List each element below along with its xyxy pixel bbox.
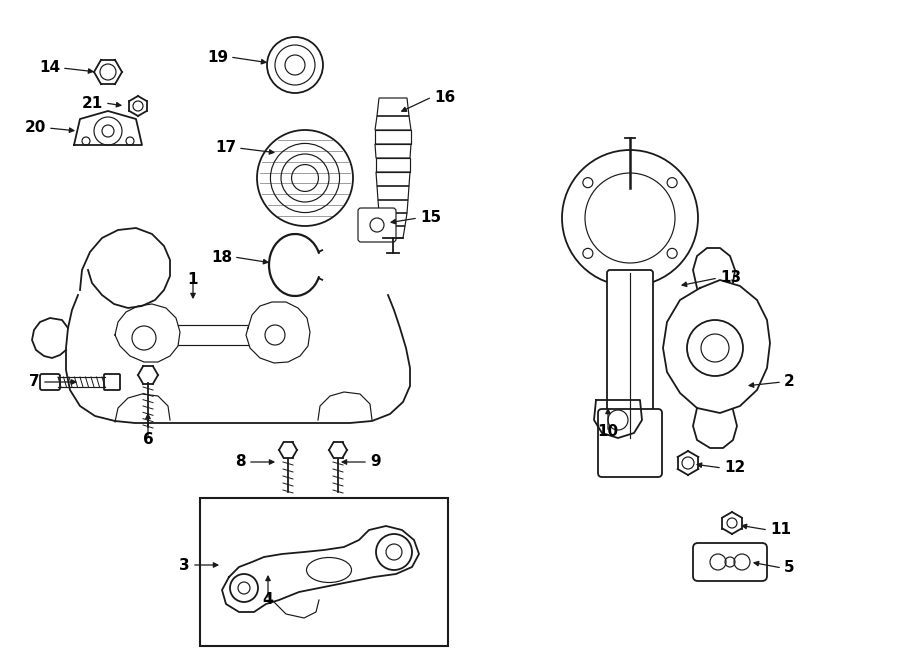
FancyBboxPatch shape bbox=[104, 374, 120, 390]
Text: 14: 14 bbox=[39, 61, 60, 75]
Text: 7: 7 bbox=[30, 375, 40, 389]
Text: 8: 8 bbox=[236, 455, 246, 469]
Text: 17: 17 bbox=[215, 141, 236, 155]
Text: 9: 9 bbox=[370, 455, 381, 469]
Bar bbox=[200, 498, 448, 646]
Text: 3: 3 bbox=[179, 557, 190, 572]
FancyBboxPatch shape bbox=[598, 409, 662, 477]
FancyBboxPatch shape bbox=[358, 208, 396, 242]
Text: 2: 2 bbox=[784, 375, 795, 389]
Text: 18: 18 bbox=[211, 249, 232, 264]
Text: 15: 15 bbox=[420, 210, 441, 225]
FancyBboxPatch shape bbox=[693, 543, 767, 581]
FancyBboxPatch shape bbox=[40, 374, 60, 390]
Text: 11: 11 bbox=[770, 522, 791, 537]
Text: 20: 20 bbox=[24, 120, 46, 136]
Text: 12: 12 bbox=[724, 461, 745, 475]
Text: 10: 10 bbox=[598, 424, 618, 440]
Text: 6: 6 bbox=[142, 432, 153, 447]
FancyBboxPatch shape bbox=[607, 270, 653, 441]
Text: 5: 5 bbox=[784, 561, 795, 576]
Text: 4: 4 bbox=[263, 592, 274, 607]
Text: 13: 13 bbox=[720, 270, 741, 286]
Text: 19: 19 bbox=[207, 50, 228, 65]
Text: 1: 1 bbox=[188, 272, 198, 288]
Text: 16: 16 bbox=[434, 89, 455, 104]
Text: 21: 21 bbox=[82, 95, 103, 110]
